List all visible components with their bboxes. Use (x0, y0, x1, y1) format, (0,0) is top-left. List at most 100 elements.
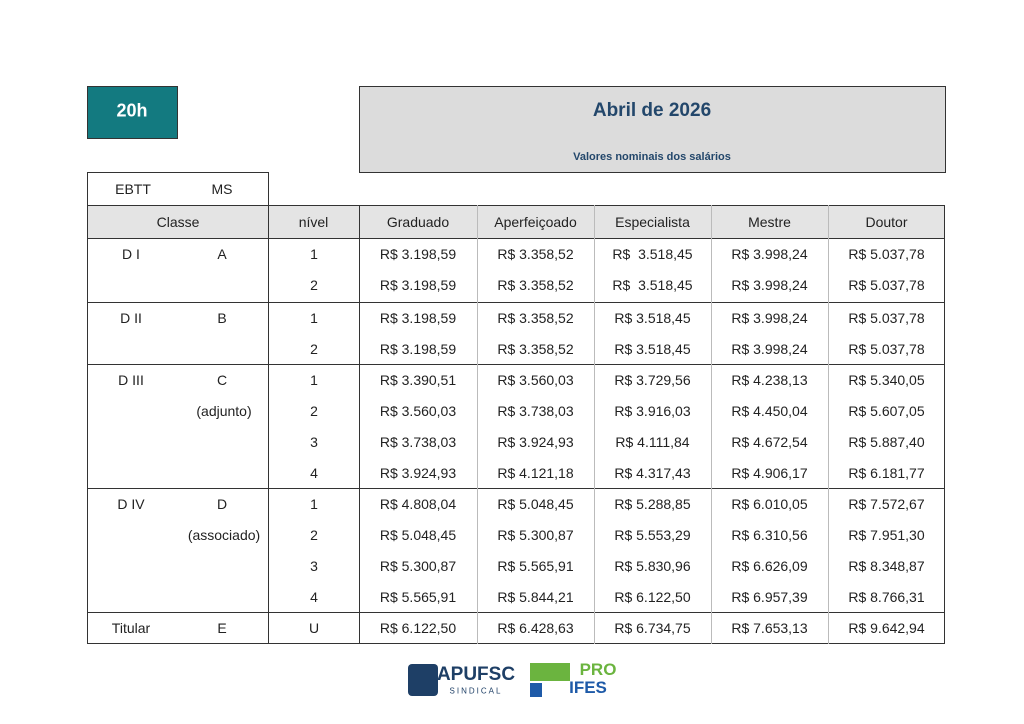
group-border (87, 612, 945, 644)
column-header: Graduado (386, 214, 450, 230)
salary: R$ 7.951,30 (848, 527, 925, 543)
salary: R$ 3.998,24 (731, 310, 808, 326)
class-ms: C (216, 372, 228, 388)
class-ebtt: D III (118, 372, 144, 388)
nivel: 2 (310, 341, 318, 357)
proifes-bottom: IFES (569, 678, 607, 697)
badge-box (87, 86, 178, 139)
group-border (87, 488, 945, 613)
salary: R$ 3.998,24 (731, 246, 808, 262)
proifes-bar (530, 683, 542, 697)
salary: R$ 8.766,31 (848, 589, 925, 605)
salary: R$ 4.672,54 (731, 434, 808, 450)
nivel: 1 (310, 310, 318, 326)
salary: R$ 3.518,45 (614, 310, 691, 326)
salary: R$ 6.181,77 (848, 465, 925, 481)
nivel: 2 (310, 527, 318, 543)
salary: R$ 3.560,03 (497, 372, 574, 388)
salary: R$ 5.565,91 (497, 558, 574, 574)
column-header: Mestre (748, 214, 791, 230)
column-line (594, 205, 595, 644)
nivel: 1 (310, 372, 318, 388)
salary: R$ 4.121,18 (497, 465, 574, 481)
column-line (268, 205, 269, 644)
salary: R$ 7.653,13 (731, 620, 808, 636)
salary: R$ 5.887,40 (848, 434, 925, 450)
class-ms: A (217, 246, 227, 262)
column-header: Doutor (865, 214, 908, 230)
class-ebtt: D IV (117, 496, 145, 512)
salary: R$ 6.734,75 (614, 620, 691, 636)
salary: R$ 3.358,52 (497, 310, 574, 326)
salary: R$ 3.198,59 (379, 310, 457, 326)
header-title: Abril de 2026 (592, 100, 712, 121)
column-line (359, 205, 360, 644)
group-border (87, 302, 945, 365)
salary: R$ 5.048,45 (497, 496, 574, 512)
salary: R$ 5.037,78 (848, 310, 925, 326)
nivel: 1 (310, 246, 318, 262)
salary: R$ 3.358,52 (497, 277, 574, 293)
class-note: (associado) (187, 527, 261, 543)
header-subtitle: Valores nominais dos salários (573, 151, 731, 163)
salary: R$ 3.198,59 (379, 246, 457, 262)
salary: R$ 3.358,52 (497, 246, 574, 262)
salary: R$ 5.037,78 (848, 341, 925, 357)
salary: R$ 5.607,05 (848, 403, 925, 419)
top-header: EBTT (115, 181, 151, 197)
nivel: 2 (310, 403, 318, 419)
salary: R$ 5.565,91 (379, 589, 457, 605)
salary: R$ 7.572,67 (848, 496, 925, 512)
salary: R$ 6.310,56 (731, 527, 808, 543)
column-header: Classe (156, 214, 200, 230)
salary: R$ 6.428,63 (497, 620, 574, 636)
nivel: 1 (310, 496, 318, 512)
salary: R$ 3.998,24 (731, 341, 808, 357)
salary: R$ 3.998,24 (731, 277, 808, 293)
column-header: nível (298, 214, 329, 230)
salary: R$ 3.924,93 (379, 465, 457, 481)
group-border (87, 364, 945, 489)
salary: R$ 5.830,96 (614, 558, 691, 574)
class-note: (adjunto) (196, 403, 252, 419)
salary: R$ 5.340,05 (848, 372, 925, 388)
salary: R$ 4.808,04 (379, 496, 457, 512)
salary: R$ 4.906,17 (731, 465, 808, 481)
class-ms: D (216, 496, 228, 512)
apufsc-logo: APUFSC (436, 664, 516, 685)
salary: R$ 8.348,87 (848, 558, 925, 574)
salary: R$ 3.198,59 (379, 277, 457, 293)
salary: R$ 6.122,50 (379, 620, 457, 636)
salary: R$ 3.390,51 (379, 372, 457, 388)
salary: R$ 5.288,85 (614, 496, 691, 512)
salary: R$ 3.198,59 (379, 341, 457, 357)
salary: R$ 3.924,93 (497, 434, 574, 450)
salary: R$ 3.518,45 (612, 246, 693, 262)
nivel: 2 (310, 277, 318, 293)
salary: R$ 4.111,84 (615, 434, 690, 450)
badge: 20h (116, 100, 148, 121)
salary: R$ 3.560,03 (379, 403, 457, 419)
salary: R$ 4.450,04 (731, 403, 808, 419)
class-ms: B (217, 310, 227, 326)
nivel: U (308, 620, 320, 636)
salary: R$ 5.037,78 (848, 277, 925, 293)
salary: R$ 5.553,29 (614, 527, 691, 543)
nivel: 4 (310, 589, 318, 605)
nivel: 3 (310, 558, 318, 574)
salary: R$ 6.122,50 (614, 589, 691, 605)
salary: R$ 3.729,56 (614, 372, 691, 388)
salary: R$ 3.518,45 (612, 277, 693, 293)
proifes-top: PRO (579, 660, 617, 679)
column-header: Aperfeiçoado (494, 214, 577, 230)
salary: R$ 5.048,45 (379, 527, 457, 543)
column-line (477, 205, 478, 644)
nivel: 4 (310, 465, 318, 481)
column-line (711, 205, 712, 644)
class-ms: E (217, 620, 227, 636)
salary: R$ 6.957,39 (731, 589, 808, 605)
class-ebtt: Titular (111, 620, 151, 636)
salary: R$ 3.358,52 (497, 341, 574, 357)
salary: R$ 5.844,21 (497, 589, 574, 605)
